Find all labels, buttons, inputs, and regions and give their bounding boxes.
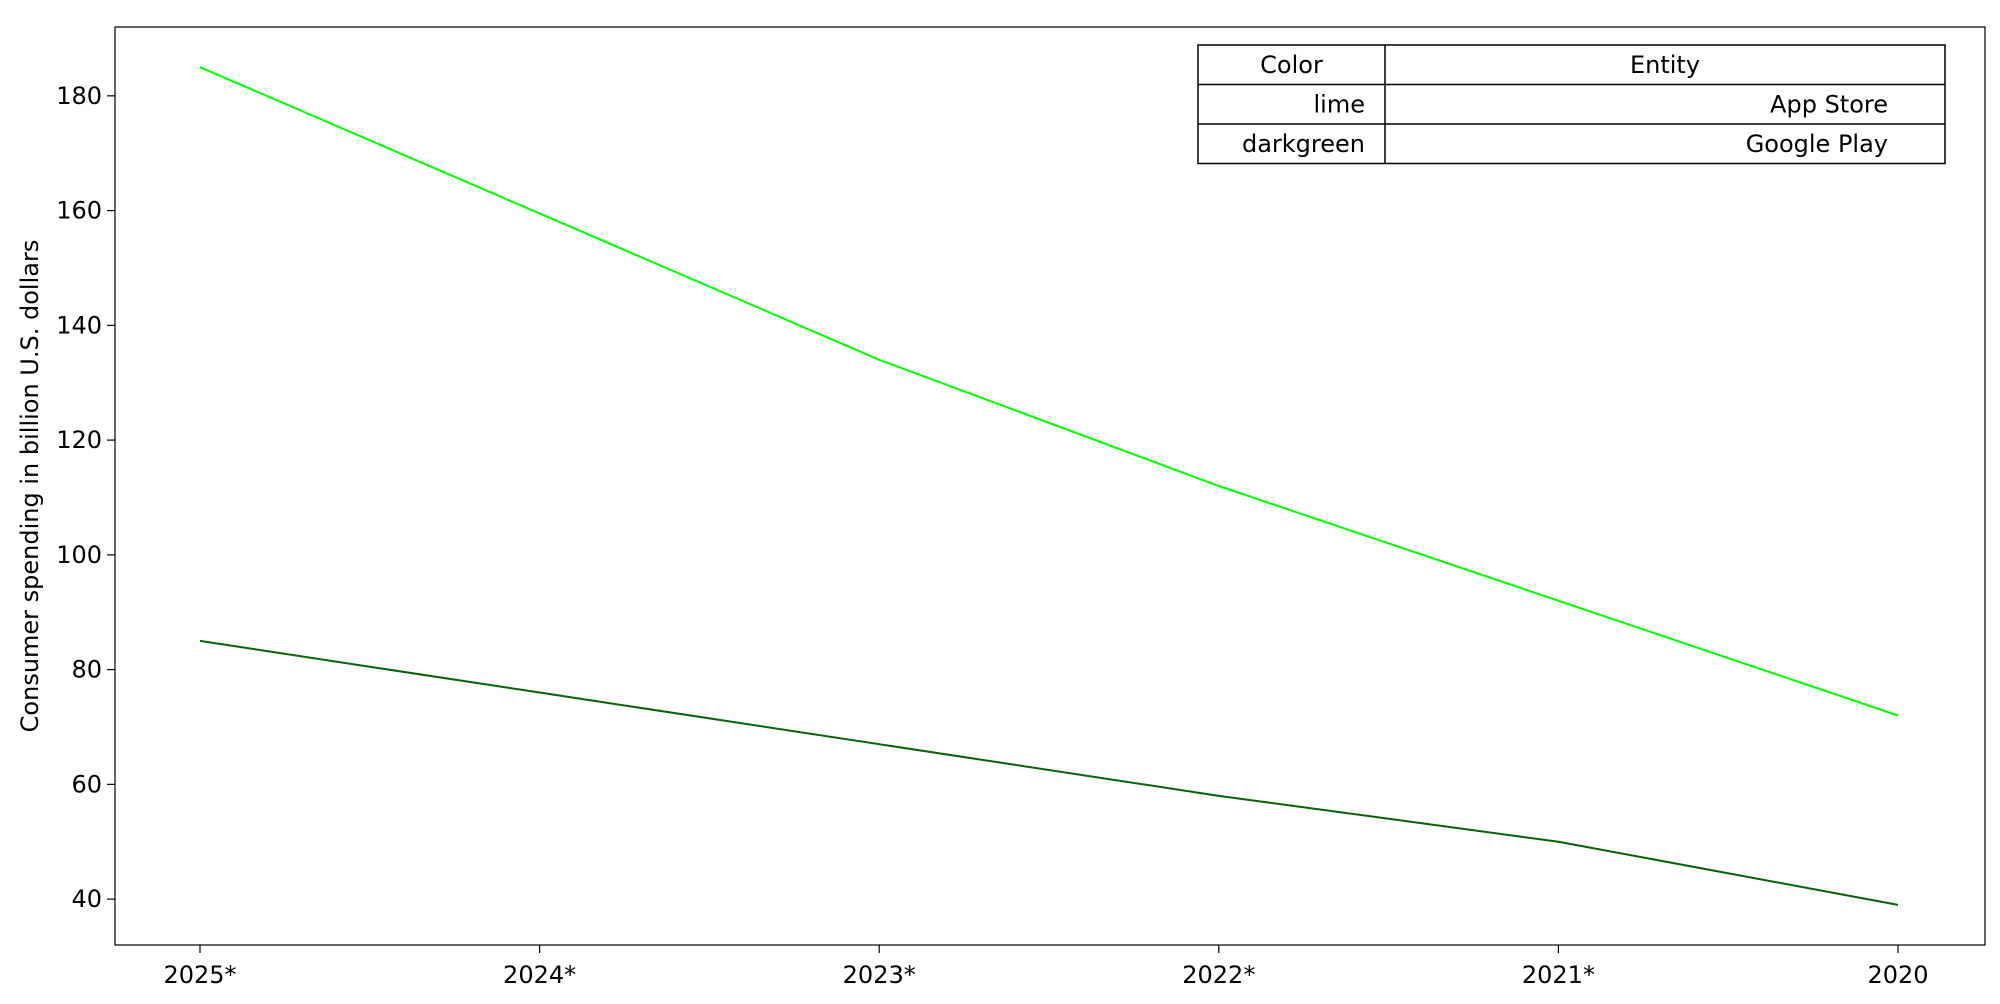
y-axis-label: Consumer spending in billion U.S. dollar… xyxy=(16,240,44,733)
legend-header-color: Color xyxy=(1260,51,1323,79)
series-line-app-store xyxy=(199,66,1899,717)
y-tick-label: 160 xyxy=(56,197,102,225)
x-tick-label: 2021* xyxy=(1522,961,1595,989)
legend-header-entity: Entity xyxy=(1630,51,1700,79)
x-tick-label: 2024* xyxy=(503,961,576,989)
y-tick-label: 80 xyxy=(71,656,102,684)
plot-frame xyxy=(114,26,1986,946)
y-tick-label: 140 xyxy=(56,311,102,339)
legend-table: Color Entity lime App Store darkgreen Google … xyxy=(1197,44,1946,165)
legend-cell-entity: Google Play xyxy=(1746,130,1888,158)
x-tick-label: 2025* xyxy=(163,961,236,989)
x-axis: 2025* 2024* 2023* 2022* 2021* 2020 xyxy=(163,945,1929,989)
y-tick-label: 120 xyxy=(56,426,102,454)
legend-cell-color: lime xyxy=(1314,90,1365,118)
y-tick-label: 40 xyxy=(71,885,102,913)
y-tick-label: 100 xyxy=(56,541,102,569)
x-tick-label: 2022* xyxy=(1182,961,1255,989)
y-axis: 40 60 80 100 120 140 160 180 xyxy=(56,82,115,913)
series-layer xyxy=(199,66,1899,906)
x-tick-label: 2023* xyxy=(843,961,916,989)
x-tick-label: 2020 xyxy=(1867,961,1928,989)
y-tick-label: 180 xyxy=(56,82,102,110)
series-line-google-play xyxy=(199,639,1899,906)
legend-cell-color: darkgreen xyxy=(1242,130,1365,158)
legend-table-border xyxy=(1197,44,1946,165)
y-tick-label: 60 xyxy=(71,770,102,798)
legend-cell-entity: App Store xyxy=(1770,90,1888,118)
